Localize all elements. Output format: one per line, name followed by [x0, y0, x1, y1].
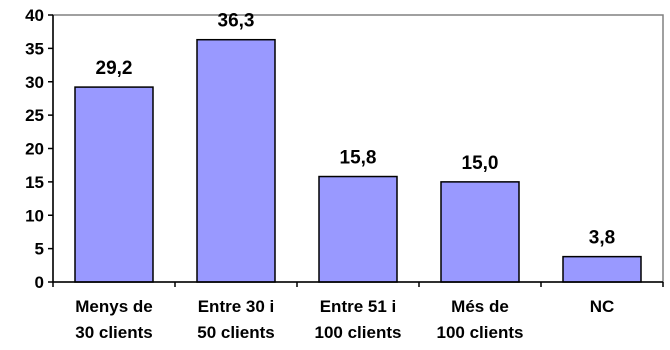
bar [74, 86, 154, 283]
data-label: 36,3 [218, 11, 255, 32]
y-tick-label: 20 [25, 140, 44, 159]
category-label: Entre 30 i 50 clients [197, 297, 275, 342]
y-axis: 0 5 10 15 20 25 30 35 40 [25, 6, 54, 292]
category-label: Entre 51 i 100 clients [315, 297, 402, 342]
y-tick-label: 0 [35, 273, 44, 292]
y-tick-label: 25 [25, 106, 44, 125]
bar [440, 181, 520, 283]
data-labels: 29,2 36,3 15,8 15,0 3,8 [96, 11, 616, 249]
y-tick-label: 30 [25, 73, 44, 92]
y-tick-label: 5 [35, 240, 44, 259]
bar [562, 255, 642, 283]
bar [318, 175, 398, 283]
y-tick-label: 10 [25, 206, 44, 225]
y-tick-label: 35 [25, 39, 44, 58]
y-tick-label: 15 [25, 173, 44, 192]
x-axis: Menys de 30 clients Entre 30 i 50 clients En… [52, 281, 664, 342]
data-label: 15,0 [462, 153, 499, 174]
y-tick-label: 40 [25, 6, 44, 25]
data-label: 3,8 [589, 228, 615, 249]
bar [196, 38, 276, 283]
data-label: 29,2 [96, 58, 133, 79]
data-label: 15,8 [340, 148, 377, 169]
category-label: Menys de 30 clients [75, 297, 153, 342]
category-label: NC [590, 297, 615, 316]
category-label: Més de 100 clients [437, 297, 524, 342]
